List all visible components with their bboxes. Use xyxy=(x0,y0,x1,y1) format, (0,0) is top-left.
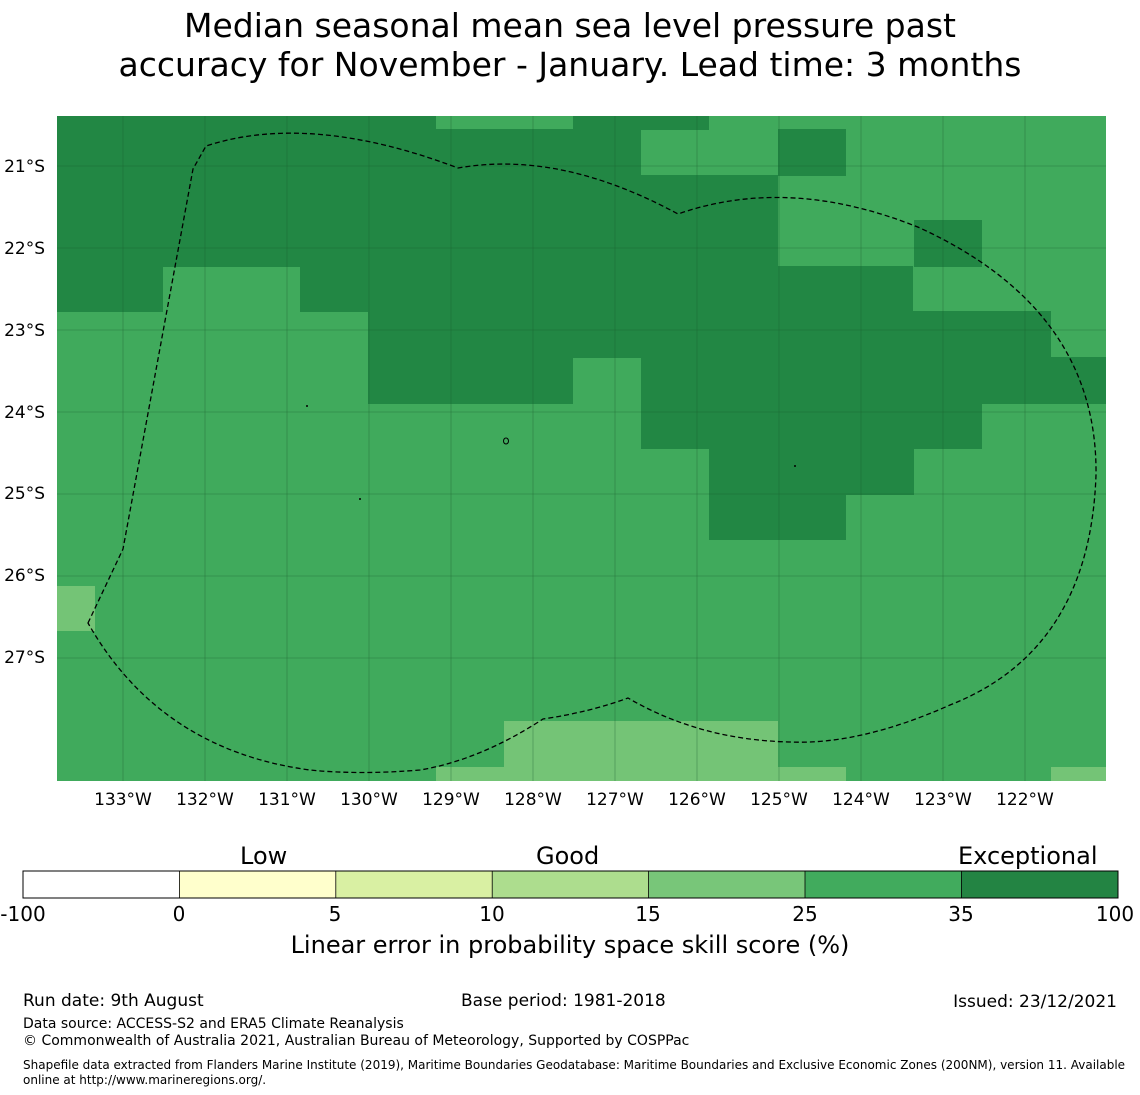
lon-label: 123°W xyxy=(914,790,972,810)
colorbar-segment xyxy=(179,871,336,898)
lat-label: 26°S xyxy=(4,566,45,586)
lon-label: 133°W xyxy=(94,790,152,810)
colorbar-tick: 5 xyxy=(328,902,342,926)
lat-label: 24°S xyxy=(4,403,45,423)
lat-label: 23°S xyxy=(4,321,45,341)
lat-label: 27°S xyxy=(4,648,45,668)
copyright: © Commonwealth of Australia 2021, Austra… xyxy=(23,1033,690,1049)
colorbar-label-exceptional: Exceptional xyxy=(958,842,1098,870)
lon-label: 124°W xyxy=(832,790,890,810)
colorbar-strip xyxy=(22,870,1119,899)
base-period: Base period: 1981-2018 xyxy=(461,991,666,1011)
colorbar-label-low: Low xyxy=(240,842,288,870)
lon-label: 127°W xyxy=(586,790,644,810)
shapefile-credit: Shapefile data extracted from Flanders M… xyxy=(23,1058,1126,1087)
lat-label: 22°S xyxy=(4,239,45,259)
map-title: Median seasonal mean sea level pressure … xyxy=(0,6,1140,84)
lon-label: 126°W xyxy=(668,790,726,810)
islands xyxy=(306,405,796,500)
colorbar-tick: 0 xyxy=(172,902,186,926)
skill-map: 21°S 22°S 23°S 24°S 25°S 26°S 27°S 133°W… xyxy=(4,116,1106,810)
island-marker xyxy=(306,405,308,407)
latitude-labels: 21°S 22°S 23°S 24°S 25°S 26°S 27°S xyxy=(4,157,45,668)
lon-label: 129°W xyxy=(422,790,480,810)
lat-label: 21°S xyxy=(4,157,45,177)
colorbar-segment xyxy=(805,871,962,898)
colorbar-tick: 100 xyxy=(1095,902,1135,926)
colorbar-tick: 25 xyxy=(792,902,818,926)
lon-label: 130°W xyxy=(340,790,398,810)
colorbar-segment xyxy=(961,871,1118,898)
colorbar-title: Linear error in probability space skill … xyxy=(290,931,850,959)
exceptional-cells xyxy=(57,116,1106,540)
data-source: Data source: ACCESS-S2 and ERA5 Climate … xyxy=(23,1016,404,1032)
colorbar-tick: 35 xyxy=(948,902,974,926)
colorbar-tick: -100 xyxy=(0,902,46,926)
longitude-labels: 133°W 132°W 131°W 130°W 129°W 128°W 127°… xyxy=(94,790,1054,810)
lon-label: 128°W xyxy=(504,790,562,810)
run-date: Run date: 9th August xyxy=(23,991,204,1011)
colorbar-segment xyxy=(648,871,805,898)
issued-date: Issued: 23/12/2021 xyxy=(953,992,1117,1012)
island-marker xyxy=(794,465,796,467)
lon-label: 131°W xyxy=(258,790,316,810)
eez-boundary xyxy=(87,132,1097,774)
map-area xyxy=(57,116,1106,781)
lon-label: 132°W xyxy=(176,790,234,810)
title-line-2: accuracy for November - January. Lead ti… xyxy=(118,45,1022,84)
graticule xyxy=(57,116,1106,781)
colorbar-label-good: Good xyxy=(536,842,600,870)
colorbar-segment xyxy=(23,871,180,898)
colorbar-segment xyxy=(335,871,493,898)
lat-label: 25°S xyxy=(4,484,45,504)
island-marker xyxy=(359,498,361,500)
lon-label: 125°W xyxy=(750,790,808,810)
colorbar-segment xyxy=(492,871,649,898)
island-marker xyxy=(503,437,509,445)
good-cells xyxy=(57,586,1106,781)
lon-label: 122°W xyxy=(996,790,1054,810)
colorbar-tick: 15 xyxy=(635,902,661,926)
title-line-1: Median seasonal mean sea level pressure … xyxy=(184,6,956,45)
colorbar-tick: 10 xyxy=(479,902,505,926)
